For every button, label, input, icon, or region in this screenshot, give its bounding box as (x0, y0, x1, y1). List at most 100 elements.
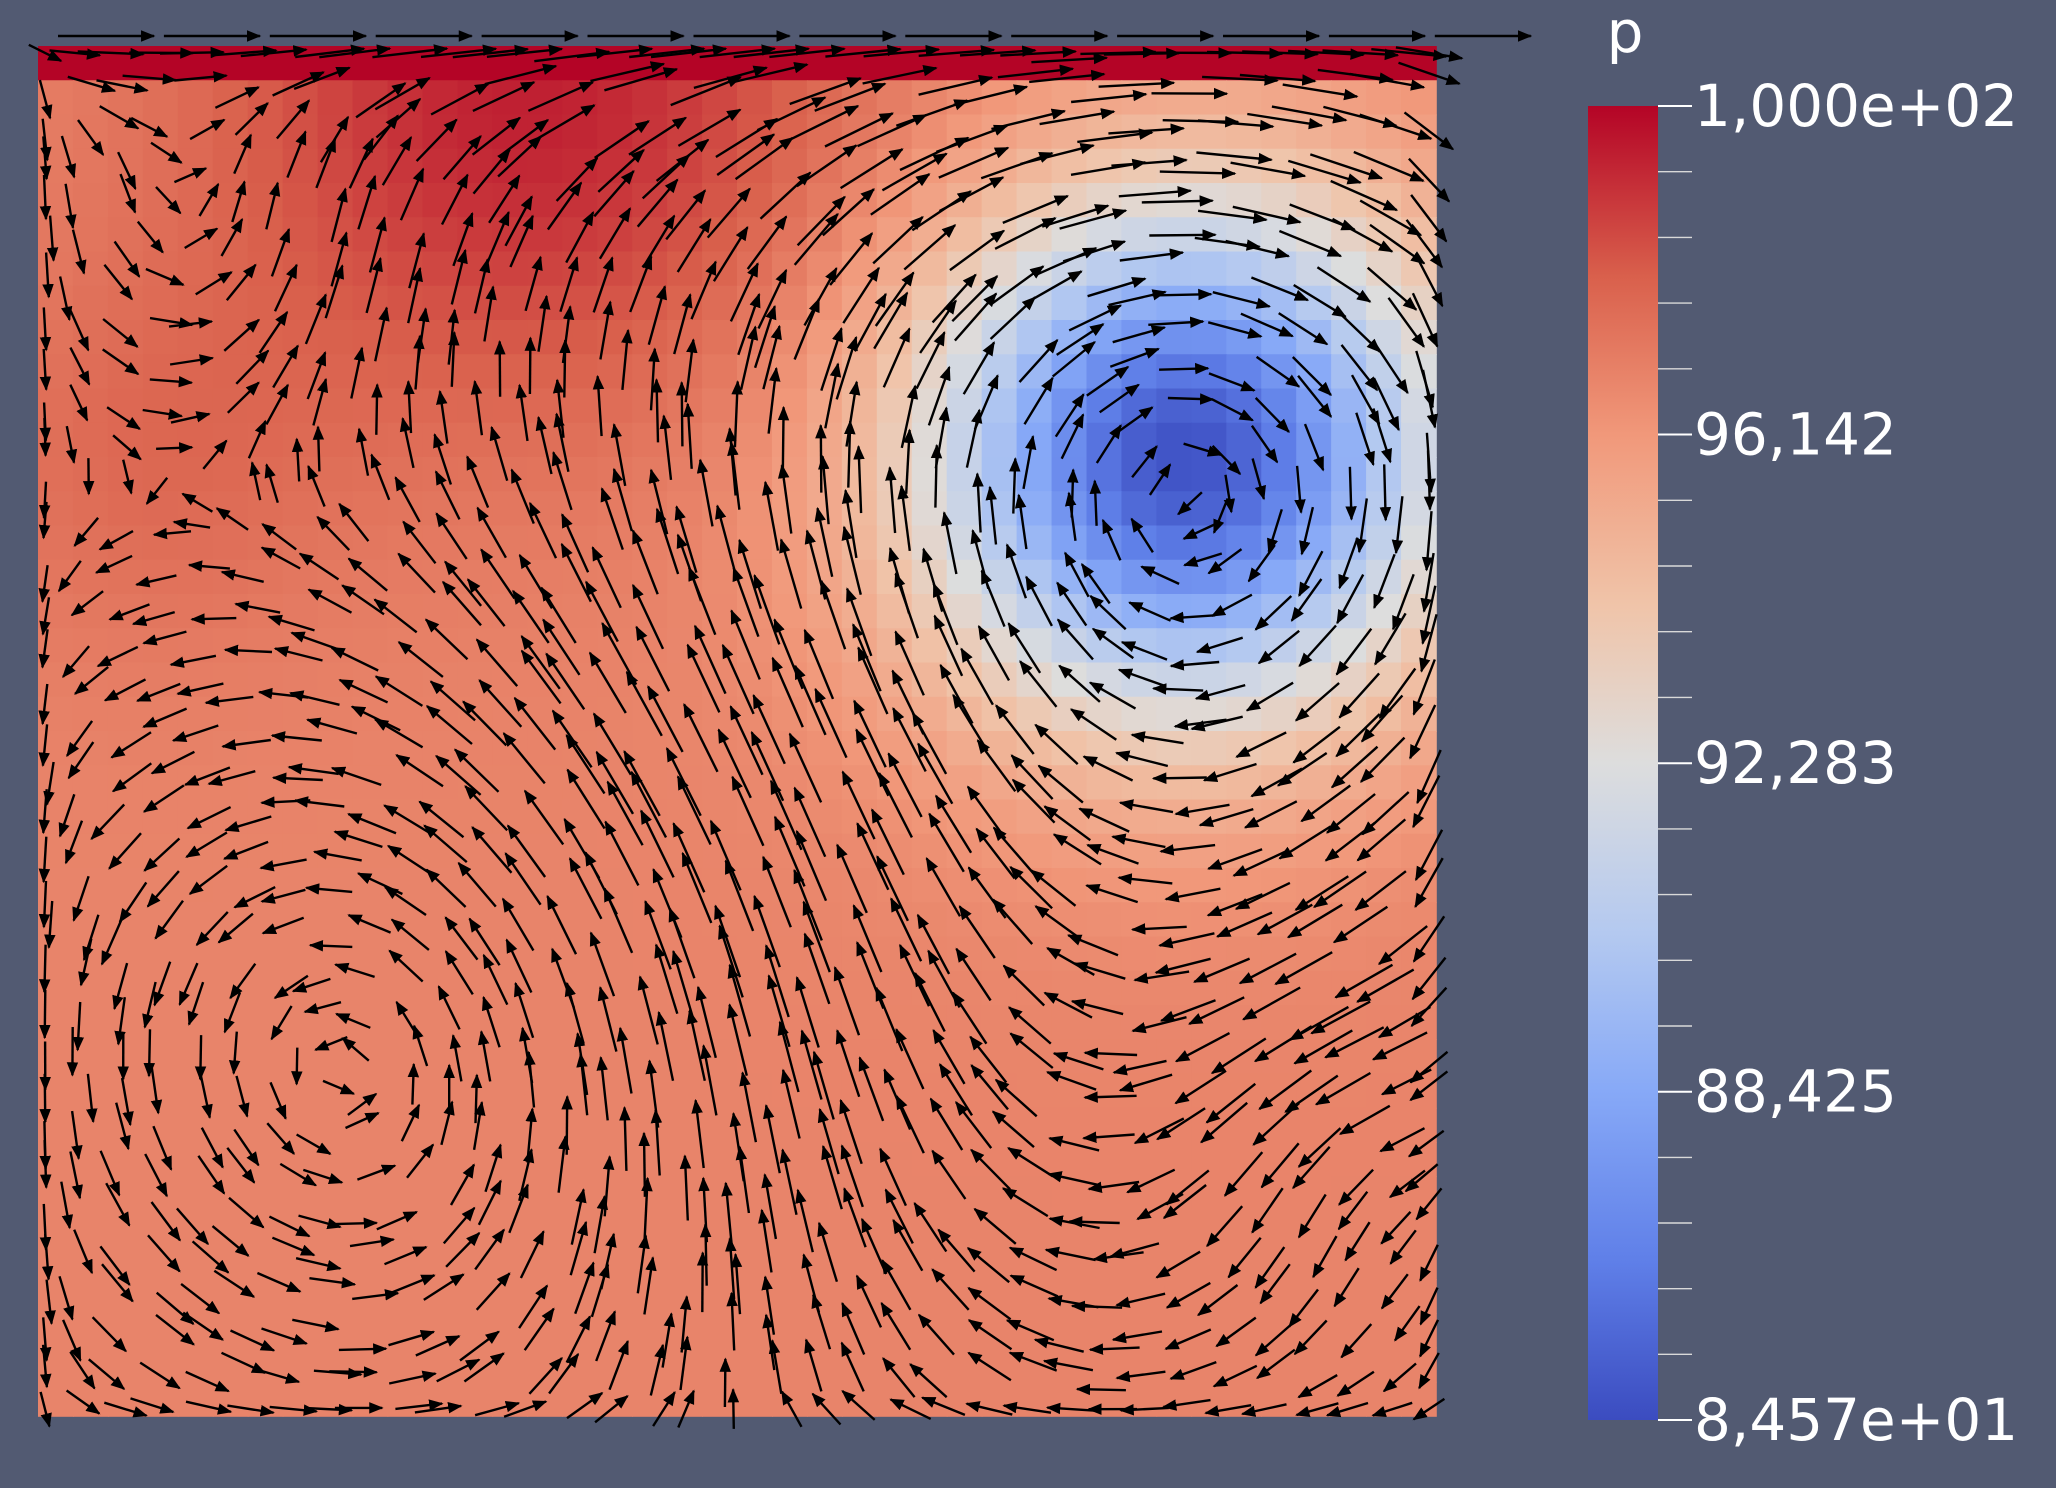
field-cell (1261, 1039, 1297, 1075)
velocity-arrow (777, 405, 790, 475)
field-cell (1051, 799, 1088, 835)
field-cell (1366, 662, 1402, 698)
field-cell (282, 594, 319, 630)
field-cell (1016, 422, 1053, 458)
velocity-arrow (470, 1073, 483, 1124)
field-cell (981, 1313, 1018, 1349)
field-cell (317, 1107, 354, 1143)
field-cell (1156, 1142, 1193, 1178)
field-cell (1331, 114, 1367, 150)
velocity-arrow (338, 1343, 388, 1355)
field-cell (387, 285, 424, 321)
field-cell (737, 628, 773, 664)
field-cell (72, 114, 109, 150)
field-cell (1401, 285, 1437, 321)
field-cell (212, 354, 249, 390)
field-cell (1261, 183, 1297, 219)
velocity-arrow (1151, 772, 1207, 784)
field-cell (282, 457, 319, 493)
velocity-arrow (39, 989, 51, 1040)
field-cell (1016, 183, 1053, 219)
field-cell (212, 970, 249, 1006)
velocity-arrow (143, 1029, 156, 1078)
field-cell (771, 457, 808, 493)
field-cell (1121, 1381, 1158, 1417)
field-cell (981, 1279, 1018, 1315)
field-cell (911, 559, 948, 595)
field-cell (1226, 114, 1263, 150)
field-cell (1401, 1073, 1437, 1109)
field-cell (177, 1176, 214, 1212)
velocity-arrow (1083, 1091, 1137, 1103)
field-cell (1051, 80, 1088, 116)
field-cell (1226, 628, 1263, 664)
field-cell (72, 1107, 109, 1143)
field-cell (876, 1142, 913, 1178)
field-cell (876, 833, 913, 869)
field-cell (352, 422, 389, 458)
field-cell (981, 1073, 1018, 1109)
field-cell (527, 1313, 564, 1349)
velocity-arrow (407, 1062, 420, 1105)
field-cell (771, 422, 808, 458)
field-cell (771, 183, 808, 219)
field-cell (387, 217, 424, 253)
field-cell (911, 1005, 948, 1041)
field-cell (1121, 1073, 1158, 1109)
field-cell (317, 1210, 354, 1246)
field-cell (177, 422, 214, 458)
field-cell (911, 1279, 948, 1315)
field-cell (1331, 1313, 1367, 1349)
field-cell (1226, 251, 1263, 287)
field-cell (1401, 1142, 1437, 1178)
field-cell (107, 868, 144, 904)
field-cell (1086, 1073, 1123, 1109)
field-cell (562, 422, 598, 458)
field-cell (632, 422, 668, 458)
field-cell (702, 1107, 738, 1143)
field-cell (946, 1142, 983, 1178)
field-cell (1121, 765, 1158, 801)
field-cell (247, 183, 284, 219)
field-cell (1121, 285, 1158, 321)
field-cell (142, 285, 179, 321)
field-cell (317, 422, 354, 458)
field-cell (946, 559, 983, 595)
field-cell (981, 80, 1018, 116)
field-cell (177, 765, 214, 801)
field-cell (212, 1279, 249, 1315)
field-cell (1156, 148, 1193, 184)
field-cell (247, 628, 284, 664)
colorbar-gradient (1588, 106, 1658, 1420)
field-cell (597, 251, 633, 287)
field-cell (1296, 1142, 1332, 1178)
field-cell (667, 148, 703, 184)
field-cell (981, 559, 1018, 595)
field-cell (457, 628, 494, 664)
velocity-arrow (1075, 1383, 1126, 1396)
field-cell (72, 251, 109, 287)
field-cell (1156, 731, 1193, 767)
field-cell (1226, 1005, 1263, 1041)
field-cell (667, 217, 703, 253)
field-cell (1296, 1176, 1332, 1212)
field-cell (107, 1005, 144, 1041)
field-cell (282, 868, 319, 904)
field-cell (597, 1107, 633, 1143)
field-cell (1296, 148, 1332, 184)
field-cell (562, 1347, 598, 1383)
field-cell (1191, 765, 1228, 801)
field-cell (562, 80, 598, 116)
field-cell (702, 285, 738, 321)
velocity-arrow (312, 425, 325, 472)
field-cell (702, 799, 738, 835)
field-cell (107, 696, 144, 732)
field-cell (1296, 1005, 1332, 1041)
field-cell (177, 46, 214, 82)
field-cell (1261, 868, 1297, 904)
field-cell (702, 1073, 738, 1109)
field-cell (1401, 422, 1437, 458)
field-cell (212, 1005, 249, 1041)
field-cell (72, 696, 109, 732)
